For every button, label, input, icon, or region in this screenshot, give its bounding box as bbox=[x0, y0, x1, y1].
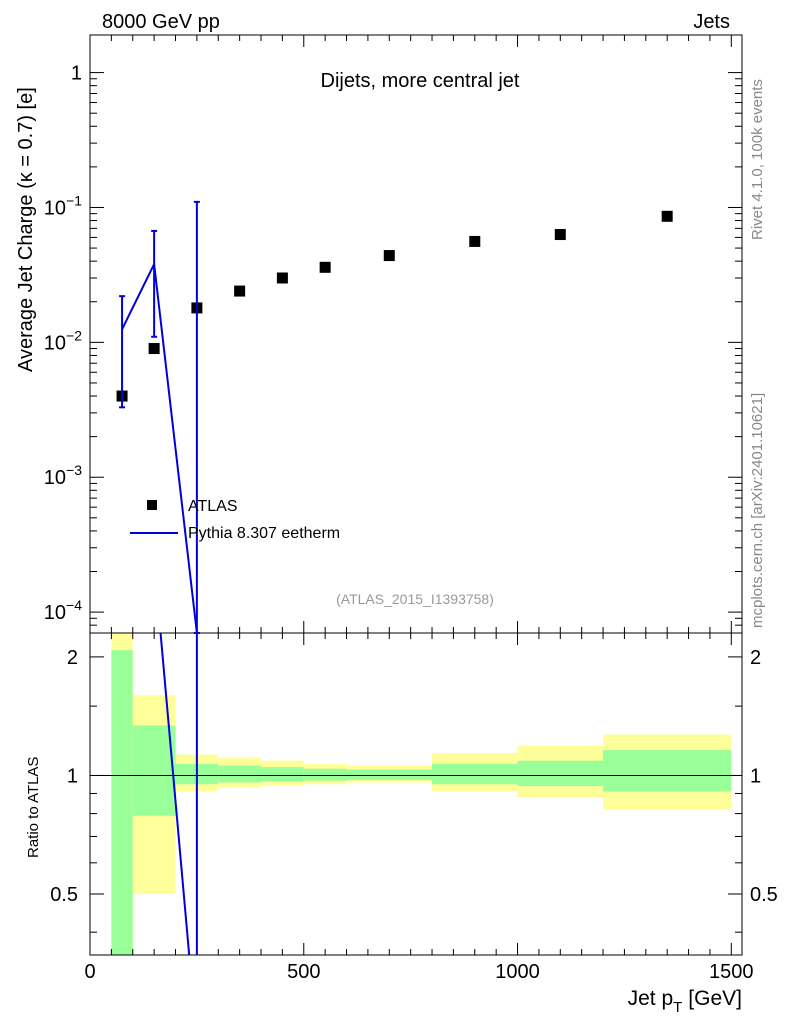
ratio-band-inner-6 bbox=[346, 769, 433, 780]
mcplots-label: mcplots.cern.ch [arXiv:2401.10621] bbox=[749, 393, 766, 628]
axis-tick-labels: 0 500 1000 1500 10−4 10−3 10−2 10−1 1 0.5 0.5 1 1 2 2 bbox=[44, 63, 778, 983]
main-plot-data bbox=[116, 200, 673, 634]
axis-ticks bbox=[89, 35, 742, 955]
ratio-y-tick-label: 1 bbox=[67, 765, 78, 787]
ratio-band-inner-8 bbox=[517, 760, 604, 787]
rivet-version-label: Rivet 4.1.0, 100k events bbox=[749, 79, 766, 240]
ratio-band-inner-1 bbox=[132, 725, 176, 816]
atlas-data-point bbox=[383, 250, 395, 262]
ratio-y-tick-label: 0.5 bbox=[50, 884, 78, 906]
ratio-uncertainty-bands bbox=[111, 633, 732, 955]
main-y-tick-label: 10−3 bbox=[44, 462, 82, 489]
ratio-band-inner-0 bbox=[111, 650, 133, 955]
main-y-tick-label: 10−2 bbox=[44, 327, 82, 354]
x-tick-label: 1500 bbox=[709, 961, 754, 983]
atlas-data-point bbox=[554, 229, 566, 241]
x-axis-label-subscript: T bbox=[673, 999, 682, 1016]
legend-label-atlas: ATLAS bbox=[188, 498, 238, 515]
atlas-data-point bbox=[148, 343, 160, 355]
atlas-data-point bbox=[234, 285, 246, 297]
x-tick-label: 0 bbox=[84, 961, 95, 983]
ratio-band-inner-9 bbox=[603, 750, 732, 792]
atlas-data-point bbox=[319, 261, 331, 273]
x-axis-label: Jet pT [GeV] bbox=[628, 987, 742, 1016]
legend-label-pythia: Pythia 8.307 eetherm bbox=[188, 525, 340, 542]
header-right-label: Jets bbox=[693, 11, 730, 33]
ratio-plot-frame bbox=[89, 632, 743, 956]
atlas-data-point bbox=[276, 272, 288, 284]
x-axis-label-unit: [GeV] bbox=[688, 987, 742, 1010]
ratio-y-tick-label-right: 0.5 bbox=[750, 884, 778, 906]
legend-marker-atlas bbox=[147, 500, 157, 510]
ratio-band-inner-3 bbox=[218, 765, 262, 783]
header-left-label: 8000 GeV pp bbox=[102, 11, 220, 33]
x-tick-label: 1000 bbox=[495, 961, 540, 983]
main-y-tick-label: 10−4 bbox=[44, 597, 82, 624]
ratio-y-axis-label: Ratio to ATLAS bbox=[25, 757, 42, 858]
pythia-series-line bbox=[121, 260, 198, 634]
atlas-data-point bbox=[661, 210, 673, 222]
ratio-y-tick-label-right: 1 bbox=[750, 765, 761, 787]
pythia-ratio-line bbox=[159, 632, 191, 956]
x-tick-label: 500 bbox=[287, 961, 320, 983]
ratio-band-inner-5 bbox=[303, 768, 347, 781]
main-y-tick-label: 1 bbox=[71, 63, 82, 85]
legend: ATLAS Pythia 8.307 eetherm bbox=[130, 498, 340, 542]
ratio-plot-data bbox=[90, 632, 742, 956]
ratio-band-inner-7 bbox=[432, 763, 518, 785]
main-y-tick-label: 10−1 bbox=[44, 192, 82, 219]
analysis-id-label: (ATLAS_2015_I1393758) bbox=[336, 591, 494, 607]
plot-title: Dijets, more central jet bbox=[321, 70, 520, 92]
main-y-axis-label: Average Jet Charge (κ = 0.7) [e] bbox=[15, 87, 37, 372]
ratio-y-tick-label-right: 2 bbox=[750, 647, 761, 669]
atlas-data-point bbox=[469, 235, 481, 247]
main-plot-frame bbox=[89, 34, 743, 634]
ratio-band-inner-4 bbox=[261, 767, 304, 782]
x-axis-label-main: Jet p bbox=[628, 987, 674, 1010]
ratio-y-tick-label: 2 bbox=[67, 647, 78, 669]
